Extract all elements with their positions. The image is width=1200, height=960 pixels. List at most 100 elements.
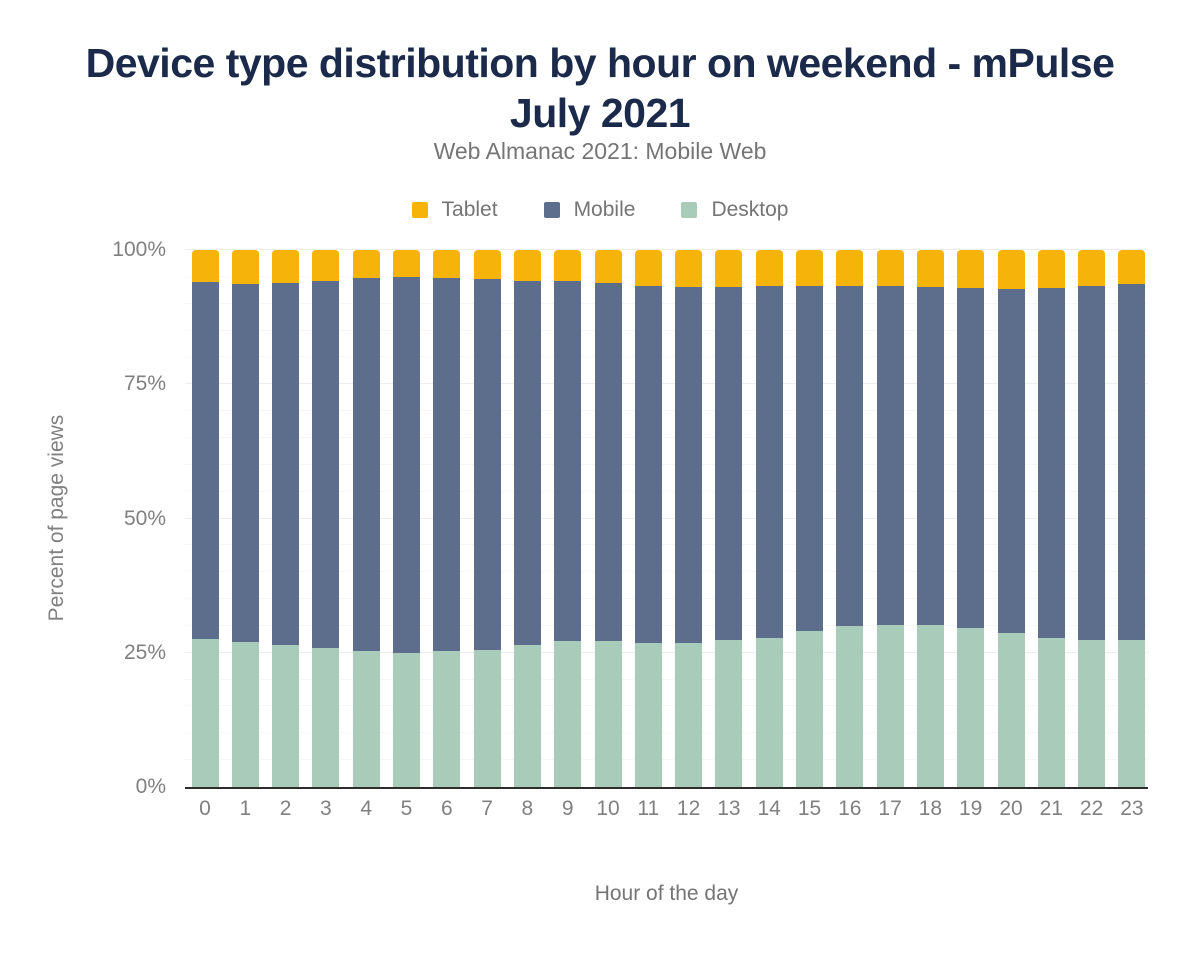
bar-segment-desktop[interactable] [755,638,783,787]
bar-segment-tablet[interactable] [836,250,864,286]
bar-segment-mobile[interactable] [836,285,864,627]
bar-segment-desktop[interactable] [594,640,622,787]
bar-segment-mobile[interactable] [876,285,904,625]
bar-column-hour-21[interactable] [1037,250,1065,787]
bar-segment-tablet[interactable] [191,250,219,283]
bar-segment-mobile[interactable] [433,277,461,652]
bar-segment-desktop[interactable] [433,651,461,787]
bar-segment-mobile[interactable] [715,286,743,641]
bar-segment-tablet[interactable] [634,250,662,286]
bar-segment-tablet[interactable] [1078,250,1106,286]
bar-segment-desktop[interactable] [916,625,944,787]
bar-column-hour-4[interactable] [352,250,380,787]
bar-column-hour-2[interactable] [272,250,300,787]
bar-column-hour-8[interactable] [513,250,541,787]
bar-segment-tablet[interactable] [272,250,300,283]
bar-segment-tablet[interactable] [997,250,1025,289]
bar-segment-desktop[interactable] [352,651,380,787]
bar-segment-mobile[interactable] [1037,287,1065,638]
bar-column-hour-3[interactable] [312,250,340,787]
bar-column-hour-1[interactable] [231,250,259,787]
bar-segment-desktop[interactable] [231,642,259,787]
bar-segment-tablet[interactable] [1118,250,1146,284]
bar-segment-tablet[interactable] [352,250,380,278]
bar-column-hour-17[interactable] [876,250,904,787]
bar-segment-desktop[interactable] [473,649,501,787]
bar-segment-tablet[interactable] [916,250,944,287]
bar-segment-desktop[interactable] [513,645,541,787]
bar-column-hour-6[interactable] [433,250,461,787]
bar-segment-tablet[interactable] [876,250,904,286]
bar-segment-desktop[interactable] [997,632,1025,787]
bar-segment-mobile[interactable] [796,286,823,632]
bar-segment-desktop[interactable] [272,645,300,787]
bar-segment-tablet[interactable] [796,250,823,286]
bar-column-hour-7[interactable] [473,250,501,787]
bar-segment-mobile[interactable] [513,280,541,646]
bar-segment-mobile[interactable] [272,282,300,646]
bar-column-hour-16[interactable] [836,250,864,787]
bar-segment-mobile[interactable] [312,280,340,649]
bar-column-hour-14[interactable] [755,250,783,787]
bar-segment-tablet[interactable] [594,250,622,283]
bar-column-hour-18[interactable] [916,250,944,787]
bar-segment-tablet[interactable] [393,250,420,277]
bar-segment-desktop[interactable] [1037,637,1065,787]
bar-segment-mobile[interactable] [554,281,582,642]
bar-segment-mobile[interactable] [191,282,219,640]
bar-segment-mobile[interactable] [393,276,420,653]
bar-column-hour-0[interactable] [191,250,219,787]
bar-segment-tablet[interactable] [231,250,259,284]
bar-segment-desktop[interactable] [876,624,904,787]
bar-segment-tablet[interactable] [554,250,582,282]
bar-segment-mobile[interactable] [675,286,703,644]
legend-item-mobile[interactable]: Mobile [543,198,635,222]
bar-segment-mobile[interactable] [997,288,1025,633]
bar-column-hour-19[interactable] [957,250,985,787]
bar-segment-desktop[interactable] [836,626,864,787]
legend-item-tablet[interactable]: Tablet [411,198,498,222]
bar-column-hour-9[interactable] [554,250,582,787]
bar-segment-mobile[interactable] [473,279,501,650]
bar-segment-desktop[interactable] [957,628,985,787]
bar-segment-mobile[interactable] [916,286,944,626]
bar-column-hour-23[interactable] [1118,250,1146,787]
bar-column-hour-13[interactable] [715,250,743,787]
bar-segment-desktop[interactable] [1078,639,1106,787]
bar-column-hour-20[interactable] [997,250,1025,787]
bar-segment-tablet[interactable] [715,250,743,287]
bar-column-hour-10[interactable] [594,250,622,787]
bar-segment-desktop[interactable] [796,631,823,787]
bar-segment-mobile[interactable] [352,277,380,652]
bar-segment-tablet[interactable] [755,250,783,286]
bar-column-hour-11[interactable] [634,250,662,787]
bar-segment-tablet[interactable] [473,250,501,280]
bar-segment-desktop[interactable] [312,648,340,787]
bar-segment-desktop[interactable] [675,643,703,787]
bar-segment-mobile[interactable] [1078,286,1106,640]
bar-segment-tablet[interactable] [312,250,340,281]
bar-column-hour-12[interactable] [675,250,703,787]
bar-segment-tablet[interactable] [513,250,541,281]
bar-segment-tablet[interactable] [957,250,985,289]
bar-segment-mobile[interactable] [594,282,622,641]
bar-segment-desktop[interactable] [1118,640,1146,787]
bar-segment-mobile[interactable] [1118,283,1146,641]
bar-segment-mobile[interactable] [634,286,662,644]
bar-column-hour-22[interactable] [1078,250,1106,787]
bar-segment-desktop[interactable] [634,643,662,787]
bar-segment-desktop[interactable] [191,639,219,787]
bar-segment-desktop[interactable] [393,652,420,787]
bar-segment-desktop[interactable] [554,641,582,787]
bar-segment-mobile[interactable] [755,286,783,639]
x-axis-tick-label: 4 [360,797,373,820]
bar-segment-tablet[interactable] [675,250,703,287]
bar-column-hour-5[interactable] [393,250,420,787]
bar-column-hour-15[interactable] [796,250,823,787]
bar-segment-mobile[interactable] [957,288,985,629]
bar-segment-tablet[interactable] [433,250,461,278]
bar-segment-desktop[interactable] [715,640,743,787]
bar-segment-mobile[interactable] [231,283,259,643]
legend-item-desktop[interactable]: Desktop [681,198,788,222]
bar-segment-tablet[interactable] [1037,250,1065,288]
